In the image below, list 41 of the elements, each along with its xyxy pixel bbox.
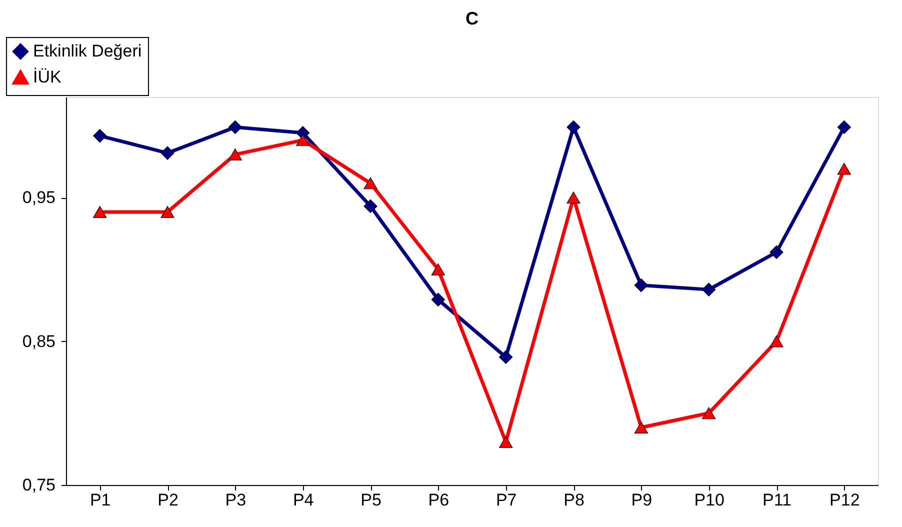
point	[364, 177, 378, 190]
point	[837, 120, 851, 134]
point	[499, 436, 513, 448]
y-tick-label: 0,95	[22, 188, 56, 208]
chart-title: C	[466, 8, 478, 28]
legend-label: İÜK	[33, 68, 62, 86]
point	[431, 292, 445, 306]
point	[566, 192, 580, 204]
x-tick-label: P4	[292, 490, 314, 510]
x-tick-label: P9	[631, 490, 652, 510]
point	[702, 407, 716, 420]
x-tick-label: P2	[158, 490, 178, 510]
x-tick-label: P3	[225, 490, 246, 510]
point	[296, 134, 310, 146]
point	[499, 350, 513, 364]
x-tick-label: P5	[360, 490, 382, 510]
x-tick-label: P8	[564, 490, 584, 510]
x-tick-label: P7	[496, 490, 517, 510]
point	[93, 128, 107, 143]
point	[634, 278, 648, 292]
legend-label: Etkinlik Değeri	[33, 42, 142, 60]
point	[228, 148, 242, 160]
x-tick-label: P11	[762, 490, 792, 510]
y-tick-label: 0,85	[22, 332, 56, 351]
point	[431, 264, 445, 276]
x-tick-label: P1	[90, 490, 111, 510]
x-tick-label: P6	[428, 490, 450, 510]
point	[566, 120, 580, 134]
point	[837, 162, 851, 175]
point	[160, 206, 174, 218]
point	[770, 335, 784, 348]
point	[228, 120, 242, 134]
point	[160, 146, 174, 160]
point	[364, 199, 378, 214]
point	[770, 245, 784, 260]
point	[93, 206, 107, 218]
y-tick-label: 0,75	[22, 476, 56, 494]
x-tick-label: P10	[694, 490, 724, 510]
x-tick-label: P12	[830, 490, 860, 510]
point	[634, 422, 648, 434]
point	[702, 282, 716, 296]
